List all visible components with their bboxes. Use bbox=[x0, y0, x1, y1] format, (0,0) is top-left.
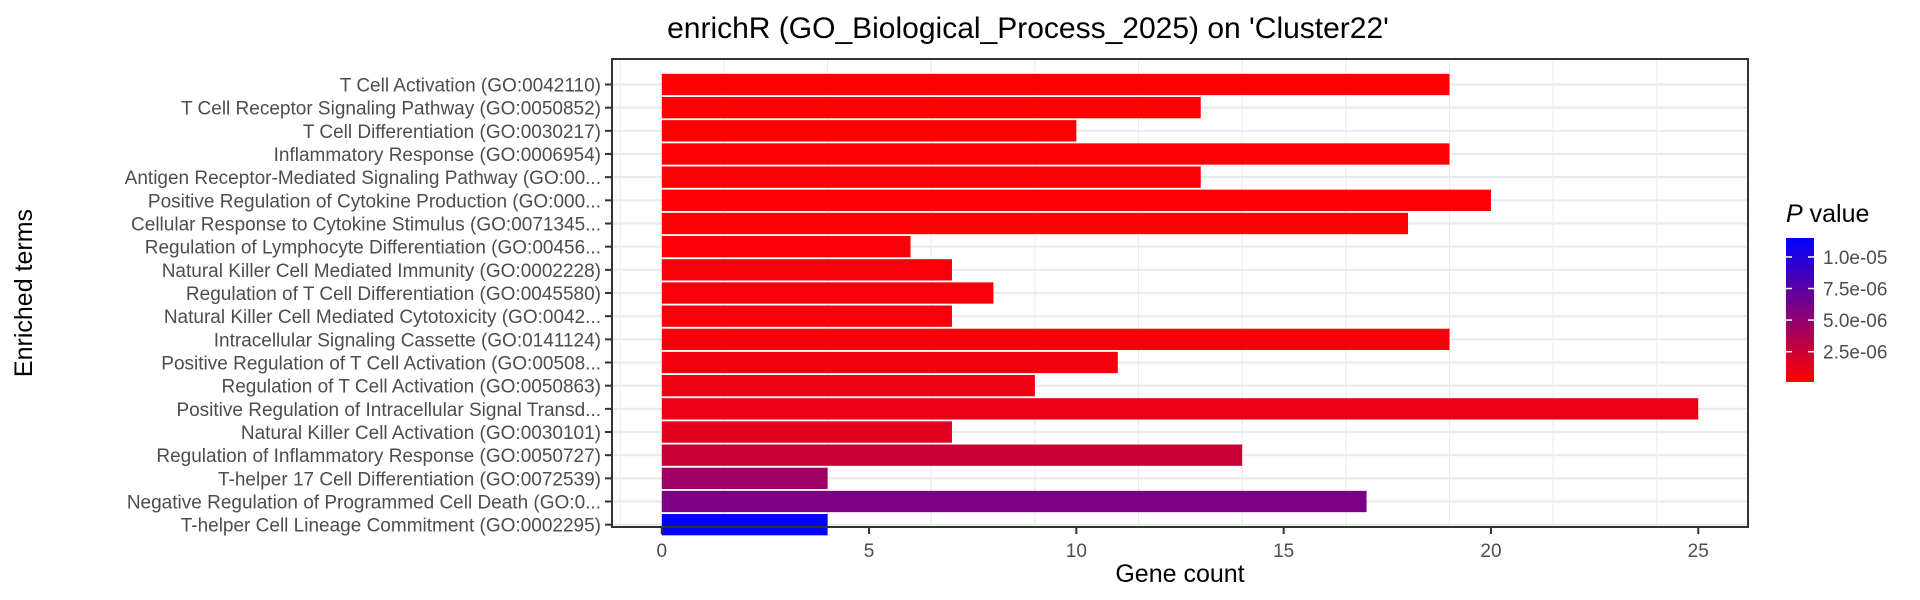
y-tick-label: Natural Killer Cell Mediated Cytotoxicit… bbox=[164, 307, 601, 328]
x-tick-label: 0 bbox=[656, 541, 667, 562]
y-tick-label: Regulation of Inflammatory Response (GO:… bbox=[156, 446, 601, 467]
bar bbox=[661, 143, 1450, 165]
bar bbox=[661, 166, 1201, 188]
bar bbox=[661, 282, 994, 304]
y-tick-label: T Cell Activation (GO:0042110) bbox=[340, 75, 601, 96]
legend-tick-label: 5.0e-06 bbox=[1823, 311, 1887, 332]
y-tick-label: Antigen Receptor-Mediated Signaling Path… bbox=[125, 168, 601, 189]
y-tick-label: Regulation of Lymphocyte Differentiation… bbox=[145, 238, 601, 259]
bar bbox=[661, 259, 952, 281]
legend-title-italic: P bbox=[1786, 200, 1803, 228]
bar bbox=[661, 305, 952, 327]
x-tick-label: 25 bbox=[1688, 541, 1709, 562]
bar bbox=[661, 421, 952, 443]
bar bbox=[661, 236, 911, 258]
y-tick-label: Positive Regulation of Intracellular Sig… bbox=[176, 400, 601, 421]
y-axis-title: Enriched terms bbox=[10, 209, 38, 377]
bars bbox=[661, 73, 1699, 536]
y-tick-label: Intracellular Signaling Cassette (GO:014… bbox=[214, 330, 601, 351]
x-tick-label: 10 bbox=[1066, 541, 1087, 562]
y-tick-label: Natural Killer Cell Activation (GO:00301… bbox=[241, 423, 601, 444]
bar bbox=[661, 490, 1367, 513]
bar bbox=[661, 351, 1118, 374]
y-tick-label: T-helper 17 Cell Differentiation (GO:007… bbox=[218, 469, 601, 490]
bar bbox=[661, 375, 1035, 397]
y-tick-label: Negative Regulation of Programmed Cell D… bbox=[127, 493, 601, 514]
legend-title: P value bbox=[1786, 200, 1869, 228]
x-tick-label: 5 bbox=[864, 541, 875, 562]
y-tick-label: Positive Regulation of Cytokine Producti… bbox=[148, 191, 601, 212]
bar bbox=[661, 96, 1201, 119]
x-tick-label: 15 bbox=[1273, 541, 1294, 562]
legend-tick-label: 1.0e-05 bbox=[1823, 248, 1887, 269]
x-axis-title: Gene count bbox=[1115, 560, 1244, 588]
bar bbox=[661, 212, 1409, 235]
bar bbox=[661, 120, 1077, 142]
y-tick-label: Positive Regulation of T Cell Activation… bbox=[161, 354, 601, 375]
legend-tick-label: 2.5e-06 bbox=[1823, 343, 1887, 364]
bar bbox=[661, 398, 1699, 420]
y-tick-label: Inflammatory Response (GO:0006954) bbox=[274, 145, 601, 166]
bar bbox=[661, 514, 828, 536]
legend-tick-label: 7.5e-06 bbox=[1823, 280, 1887, 301]
y-tick-label: T-helper Cell Lineage Commitment (GO:000… bbox=[181, 516, 601, 537]
legend-ticks: 1.0e-05 7.5e-06 5.0e-06 2.5e-06 bbox=[1786, 248, 1887, 364]
bar bbox=[661, 73, 1450, 96]
x-axis-ticks: 0 5 10 15 20 25 bbox=[656, 527, 1709, 562]
y-tick-label: Cellular Response to Cytokine Stimulus (… bbox=[131, 214, 601, 235]
bar bbox=[661, 444, 1243, 466]
y-tick-label: T Cell Receptor Signaling Pathway (GO:00… bbox=[181, 99, 601, 120]
y-tick-label: T Cell Differentiation (GO:0030217) bbox=[303, 122, 601, 143]
bar bbox=[661, 189, 1491, 211]
y-axis-ticks: T Cell Activation (GO:0042110) T Cell Rec… bbox=[125, 75, 612, 537]
legend-colorbar bbox=[1786, 238, 1814, 382]
bar bbox=[661, 328, 1450, 350]
y-tick-label: Regulation of T Cell Activation (GO:0050… bbox=[221, 377, 601, 398]
y-tick-label: Natural Killer Cell Mediated Immunity (G… bbox=[162, 261, 601, 282]
bar bbox=[661, 467, 828, 490]
legend-title-rest: value bbox=[1803, 200, 1870, 228]
y-tick-label: Regulation of T Cell Differentiation (GO… bbox=[186, 284, 601, 305]
legend: P value 1.0e-05 7.5e-06 5.0e-06 2.5e-06 bbox=[1786, 200, 1887, 382]
x-tick-label: 20 bbox=[1480, 541, 1501, 562]
chart-title: enrichR (GO_Biological_Process_2025) on … bbox=[667, 12, 1389, 45]
